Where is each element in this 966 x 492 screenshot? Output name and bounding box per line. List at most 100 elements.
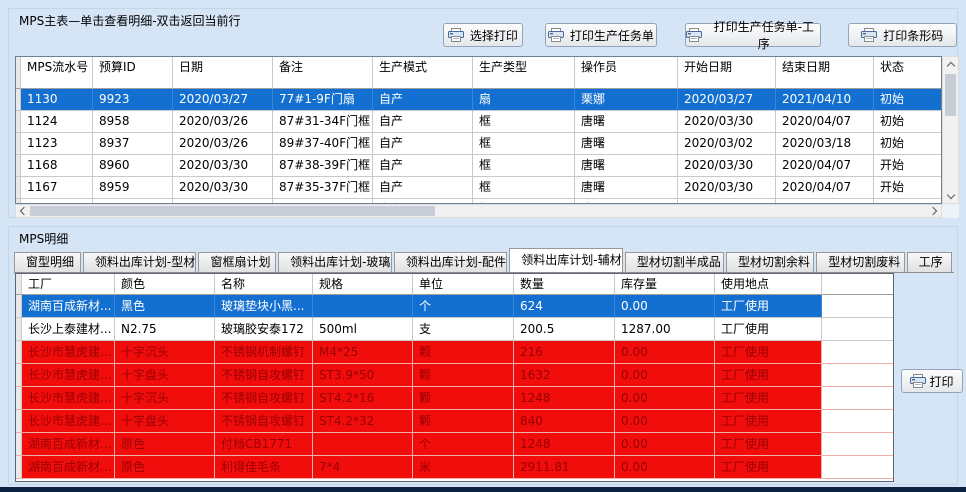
row-indicator bbox=[16, 364, 22, 387]
toolbar-print-button-3[interactable]: 打印条形码 bbox=[847, 23, 957, 47]
column-header[interactable]: 规格 bbox=[313, 274, 413, 295]
column-header[interactable]: 使用地点 bbox=[715, 274, 822, 295]
row-indicator bbox=[16, 410, 22, 433]
column-header[interactable]: 状态 bbox=[874, 57, 941, 89]
horizontal-scrollbar[interactable] bbox=[15, 204, 942, 218]
tab-7[interactable]: 型材切割余料 bbox=[725, 252, 815, 272]
row-filler bbox=[822, 456, 893, 479]
column-header[interactable]: 结束日期 bbox=[776, 57, 874, 89]
table-row[interactable]: 1130 9923 2020/03/27 77#1-9F门扇 自产扇栗娜 2020/03/… bbox=[16, 89, 941, 111]
column-header[interactable]: 库存量 bbox=[615, 274, 715, 295]
toolbar-print-button-1[interactable]: 打印生产任务单 bbox=[544, 23, 658, 47]
row-filler bbox=[822, 295, 893, 318]
cell: 0.00 bbox=[615, 364, 715, 387]
scroll-left-arrow[interactable] bbox=[16, 205, 29, 217]
tab-1[interactable]: 领料出库计划-型材 bbox=[82, 252, 197, 272]
cell: 开始 bbox=[874, 155, 941, 177]
row-indicator bbox=[16, 456, 22, 479]
cell: 1287.00 bbox=[615, 318, 715, 341]
column-header[interactable]: MPS流水号 bbox=[21, 57, 93, 89]
tab-0[interactable]: 窗型明细 bbox=[14, 252, 81, 272]
table-row[interactable]: 1123 8937 2020/03/26 89#37-40F门框 自产框唐曙 2020/0… bbox=[16, 133, 941, 155]
cell: 工厂使用 bbox=[715, 364, 822, 387]
cell: 自产 bbox=[373, 177, 473, 199]
cell: 2020/03/30 bbox=[678, 111, 776, 133]
cell bbox=[776, 199, 874, 203]
table-row[interactable]: 湖南百成新材... 原色 付档CB1771 个 1248 0.00 工厂使用 bbox=[16, 433, 893, 456]
print-button[interactable]: 打印 bbox=[901, 369, 963, 393]
table-row[interactable]: 湖南百成新材... 原色 利得佳毛条 7*4 米 2911.81 0.00 工厂使用 bbox=[16, 456, 893, 479]
table-row[interactable]: 1167 8959 2020/03/30 87#35-37F门框 自产框唐曙 2020/0… bbox=[16, 177, 941, 199]
table-row[interactable]: 1168 8960 2020/03/30 87#38-39F门框 自产框唐曙 2020/0… bbox=[16, 155, 941, 177]
cell: 个 bbox=[413, 433, 514, 456]
tab-8[interactable]: 型材切割废料 bbox=[816, 252, 905, 272]
column-header[interactable]: 工厂 bbox=[22, 274, 115, 295]
cell: M4*25 bbox=[313, 341, 413, 364]
cell: 0.00 bbox=[615, 456, 715, 479]
cell: 框 bbox=[473, 177, 575, 199]
column-header[interactable]: 备注 bbox=[273, 57, 373, 89]
column-header[interactable]: 数量 bbox=[514, 274, 615, 295]
cell: 1248 bbox=[514, 387, 615, 410]
tab-6[interactable]: 型材切割半成品 bbox=[624, 252, 724, 272]
mps-detail-table-header: 工厂 颜色 名称 规格 单位 数量 库存量 使用地点 bbox=[16, 274, 893, 295]
column-header[interactable]: 操作员 bbox=[575, 57, 678, 89]
printer-icon bbox=[910, 374, 927, 388]
toolbar-print-button-0[interactable]: 选择打印 bbox=[443, 23, 523, 47]
tab-2[interactable]: 窗框扇计划 bbox=[198, 252, 277, 272]
cell: ST4.2*16 bbox=[313, 387, 413, 410]
table-row[interactable]: 湖南百成新材... 黑色 玻璃垫块小黑... 个 624 0.00 工厂使用 bbox=[16, 295, 893, 318]
cell: 颗 bbox=[413, 387, 514, 410]
table-row[interactable]: 1124 8958 2020/03/26 87#31-34F门框 自产框唐曙 2020/0… bbox=[16, 111, 941, 133]
cell: 十字沉头 bbox=[115, 341, 215, 364]
cell: 框 bbox=[473, 111, 575, 133]
cell: N2.75 bbox=[115, 318, 215, 341]
row-indicator bbox=[16, 318, 22, 341]
cell: 工厂使用 bbox=[715, 318, 822, 341]
column-header[interactable]: 日期 bbox=[173, 57, 273, 89]
cell bbox=[93, 199, 173, 203]
scroll-up-arrow[interactable] bbox=[943, 57, 958, 72]
mps-master-title: MPS主表—单击查看明细-双击返回当前行 bbox=[19, 14, 241, 28]
cell: 2020/03/30 bbox=[173, 155, 273, 177]
toolbar-print-button-2[interactable]: 打印生产任务单-工序 bbox=[685, 20, 821, 51]
column-header[interactable]: 名称 bbox=[215, 274, 313, 295]
cell: 扇 bbox=[473, 89, 575, 111]
cell: 颗 bbox=[413, 364, 514, 387]
cell: 1123 bbox=[21, 133, 93, 155]
cell: 唐曙 bbox=[575, 155, 678, 177]
cell: 湖南百成新材... bbox=[22, 433, 115, 456]
tab-9[interactable]: 工序 bbox=[906, 252, 953, 272]
cell bbox=[313, 433, 413, 456]
scroll-down-arrow[interactable] bbox=[943, 188, 958, 203]
cell: 框 bbox=[473, 199, 575, 203]
column-header[interactable]: 单位 bbox=[413, 274, 514, 295]
table-row[interactable]: 长沙市慧虎建... 十字沉头 不锈钢机制螺钉 M4*25 颗 216 0.00 工厂使用 bbox=[16, 341, 893, 364]
vertical-scroll-thumb[interactable] bbox=[945, 74, 956, 116]
cell: 工厂使用 bbox=[715, 456, 822, 479]
column-header[interactable]: 开始日期 bbox=[678, 57, 776, 89]
chevron-down-icon bbox=[946, 190, 955, 199]
cell: 长沙市慧虎建... bbox=[22, 387, 115, 410]
cell: 原色 bbox=[115, 433, 215, 456]
table-row[interactable]: 长沙上泰建材... N2.75 玻璃胶安泰172 500ml 支 200.5 1287.00… bbox=[16, 318, 893, 341]
column-header[interactable]: 生产模式 bbox=[373, 57, 473, 89]
tab-3[interactable]: 领料出库计划-玻璃 bbox=[278, 252, 392, 272]
cell: 唐曙 bbox=[575, 177, 678, 199]
row-filler bbox=[822, 364, 893, 387]
tab-5[interactable]: 领料出库计划-辅材 bbox=[509, 248, 623, 272]
cell: 自产 bbox=[373, 199, 473, 203]
horizontal-scroll-thumb[interactable] bbox=[30, 206, 435, 216]
table-row[interactable]: 长沙市慧虎建... 十字盘头 不锈钢自攻螺钉 ST3.9*50 颗 1632 0.00 工厂使… bbox=[16, 364, 893, 387]
tab-4[interactable]: 领料出库计划-配件 bbox=[393, 252, 508, 272]
column-header[interactable]: 预算ID bbox=[93, 57, 173, 89]
cell: 十字盘头 bbox=[115, 364, 215, 387]
column-header[interactable]: 生产类型 bbox=[473, 57, 575, 89]
table-row[interactable]: 长沙市慧虎建... 十字盘头 不锈钢自攻螺钉 ST4.2*32 颗 840 0.00 工厂使用 bbox=[16, 410, 893, 433]
cell: ST4.2*32 bbox=[313, 410, 413, 433]
table-row[interactable]: 长沙市慧虎建... 十字沉头 不锈钢自攻螺钉 ST4.2*16 颗 1248 0.00 工厂使… bbox=[16, 387, 893, 410]
scroll-right-arrow[interactable] bbox=[928, 205, 941, 217]
vertical-scrollbar[interactable] bbox=[942, 56, 959, 204]
column-header[interactable]: 颜色 bbox=[115, 274, 215, 295]
